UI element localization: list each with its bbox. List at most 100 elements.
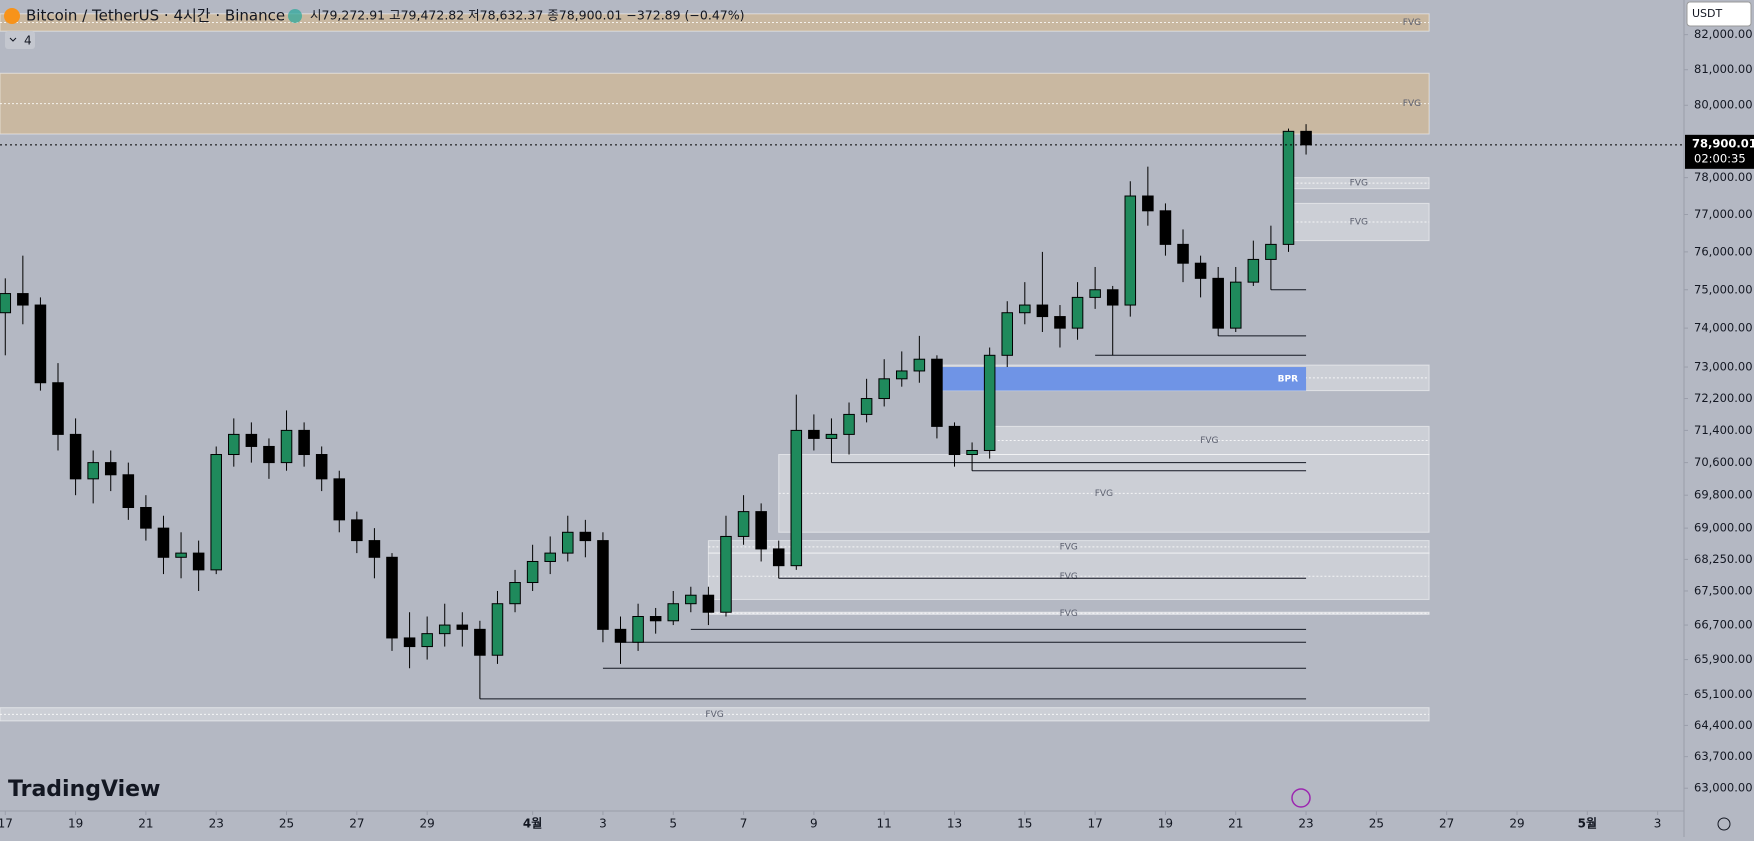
candle-body — [263, 445, 275, 464]
candle-body — [720, 535, 732, 613]
candle-body — [843, 413, 855, 435]
y-tick-label: 65,900.00 — [1694, 652, 1753, 666]
indicator-count: 4 — [24, 34, 32, 48]
ohlc-readout: 시79,272.91 고79,472.82 저78,632.37 종78,900… — [310, 8, 744, 23]
candle-body — [368, 540, 381, 558]
last-price-box — [1685, 134, 1754, 169]
x-tick-label: 23 — [1298, 817, 1313, 831]
y-tick-label: 80,000.00 — [1694, 98, 1753, 112]
candle-body — [1089, 289, 1101, 298]
countdown: 02:00:35 — [1694, 151, 1746, 165]
y-tick-label: 68,250.00 — [1694, 552, 1753, 566]
candle-body — [878, 378, 890, 400]
candle-body — [913, 358, 926, 372]
price-axis — [1684, 0, 1754, 837]
y-tick-label: 70,600.00 — [1694, 455, 1753, 469]
settings-icon[interactable] — [1717, 817, 1731, 831]
zone-label: FVG — [1350, 218, 1368, 228]
x-tick-label: 11 — [877, 817, 892, 831]
candle-body — [1194, 262, 1207, 279]
x-tick-label: 7 — [740, 817, 748, 831]
x-tick-label: 19 — [68, 817, 83, 831]
candle-body — [509, 582, 521, 605]
candle-body — [34, 304, 47, 384]
candle-body — [1229, 281, 1242, 329]
candle-body — [614, 628, 627, 643]
symbol-title[interactable]: Bitcoin / TetherUS · 4시간 · Binance — [26, 7, 285, 25]
zone-label: FVG — [1403, 99, 1421, 109]
y-tick-label: 64,400.00 — [1694, 718, 1753, 732]
x-tick-label: 21 — [138, 817, 153, 831]
candle-body — [895, 370, 908, 380]
candle-body — [632, 616, 644, 643]
x-tick-label: 5 — [669, 817, 677, 831]
candle-body — [1159, 210, 1172, 245]
symbol-icon — [4, 8, 20, 24]
candle-body — [1001, 312, 1014, 356]
candle-body — [438, 624, 451, 635]
y-tick-label: 78,000.00 — [1694, 170, 1753, 184]
candle-body — [790, 429, 803, 567]
candle-body — [421, 633, 433, 648]
candle-body — [298, 429, 310, 456]
zone-label: FVG — [1350, 179, 1368, 189]
candle-body — [280, 429, 293, 464]
candle-body — [685, 594, 697, 605]
candle-body — [403, 637, 416, 648]
candle-body — [175, 552, 187, 558]
y-tick-label: 66,700.00 — [1694, 618, 1753, 632]
candle-body — [1177, 243, 1189, 264]
candle-body — [1054, 316, 1066, 329]
last-price-label: 78,900.01 — [1692, 136, 1754, 150]
y-tick-label: 69,000.00 — [1694, 521, 1753, 535]
candle-body — [1036, 304, 1049, 318]
alert-icon[interactable] — [1291, 788, 1311, 808]
candle-body — [966, 449, 978, 456]
status-dot — [288, 9, 302, 23]
y-tick-label: 81,000.00 — [1694, 62, 1753, 76]
zone — [0, 13, 1430, 32]
x-tick-label: 25 — [1369, 817, 1384, 831]
y-tick-label: 82,000.00 — [1694, 27, 1753, 41]
candle-body — [825, 433, 838, 439]
currency-label: USDT — [1692, 7, 1723, 20]
candle-body — [491, 603, 504, 656]
candle-body — [544, 552, 556, 562]
candle-body — [597, 540, 609, 630]
indicator-toggle[interactable] — [5, 31, 35, 49]
y-tick-label: 65,100.00 — [1694, 687, 1753, 701]
candle-body — [1282, 130, 1295, 245]
candle-body — [1019, 304, 1031, 314]
x-tick-label: 3 — [1654, 817, 1662, 831]
zone — [0, 707, 1430, 722]
candle-body — [772, 548, 785, 567]
x-tick-label: 23 — [209, 817, 224, 831]
candle-body — [562, 531, 574, 554]
candle-body — [140, 506, 152, 529]
y-tick-label: 67,500.00 — [1694, 583, 1753, 597]
x-tick-label: 19 — [1158, 817, 1173, 831]
logo: TradingView — [8, 777, 160, 802]
candle-body — [755, 511, 767, 550]
zone-label: FVG — [1403, 18, 1421, 28]
candle-body — [210, 454, 222, 571]
currency-select[interactable] — [1686, 1, 1752, 27]
candle-body — [931, 358, 943, 427]
candle-body — [52, 382, 64, 435]
candle-body — [386, 556, 398, 639]
y-tick-label: 63,000.00 — [1694, 781, 1753, 795]
y-tick-label: 69,800.00 — [1694, 488, 1753, 502]
candle-body — [0, 293, 12, 314]
y-tick-label: 72,200.00 — [1694, 391, 1753, 405]
zone-label: FVG — [1060, 572, 1078, 582]
candle-body — [192, 552, 205, 571]
y-tick-label: 71,400.00 — [1694, 423, 1753, 437]
candle-body — [860, 398, 873, 415]
candle-body — [333, 478, 346, 521]
candle-body — [315, 454, 328, 480]
x-tick-label: 17 — [1087, 817, 1102, 831]
x-tick-label: 29 — [420, 817, 435, 831]
candle-body — [649, 616, 662, 622]
